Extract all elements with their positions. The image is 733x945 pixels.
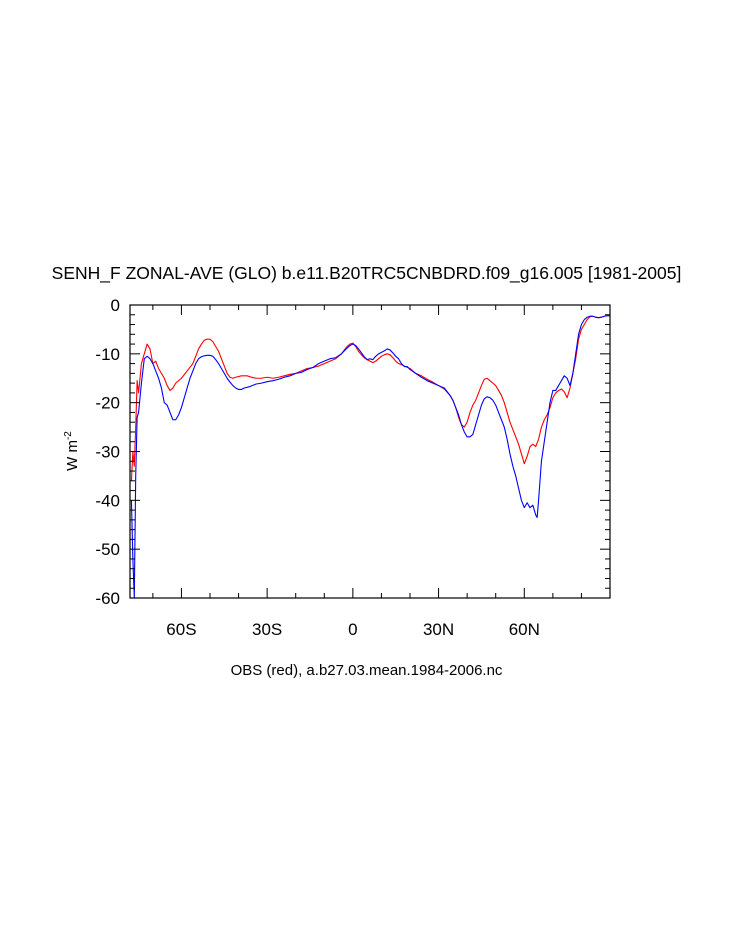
y-tick-label: -10	[95, 345, 120, 364]
series-layer	[130, 315, 610, 599]
y-axis-label: W m-2	[63, 431, 81, 471]
x-tick-label: 30N	[423, 620, 454, 639]
ticks-layer: 0 -10 -20 -30 -40 -50 -60 60S 30S 0 30N 60N	[95, 296, 610, 639]
y-tick-label: -60	[95, 589, 120, 608]
y-tick-label: -30	[95, 443, 120, 462]
y-tick-label: -50	[95, 540, 120, 559]
x-tick-label: 30S	[252, 620, 282, 639]
x-tick-label: 60S	[166, 620, 196, 639]
y-axis-label-superscript: -2	[63, 431, 74, 440]
y-tick-label: -40	[95, 491, 120, 510]
y-axis-label-main: W m	[64, 440, 81, 471]
x-tick-label: 60N	[509, 620, 540, 639]
y-tick-label: 0	[111, 296, 120, 315]
series-line-1	[130, 315, 610, 599]
plot-frame	[129, 304, 611, 599]
y-tick-label: -20	[95, 394, 120, 413]
chart-title: SENH_F ZONAL-AVE (GLO) b.e11.B20TRC5CNBD…	[51, 263, 682, 283]
x-tick-label: 0	[348, 620, 357, 639]
x-axis-label: OBS (red), a.b27.03.mean.1984-2006.nc	[230, 662, 503, 679]
series-line-0	[130, 315, 610, 481]
